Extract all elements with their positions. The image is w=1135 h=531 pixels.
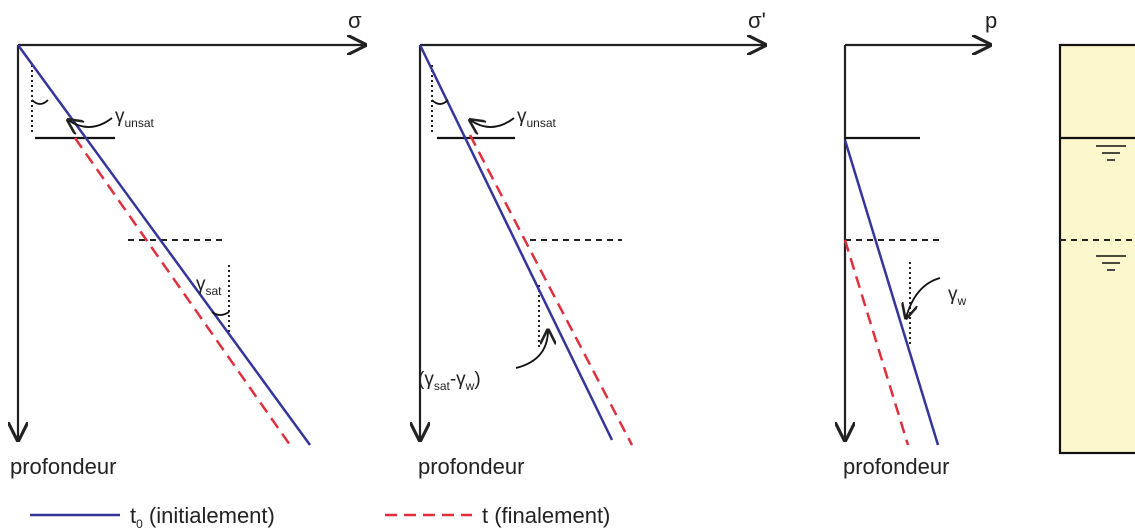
unit-weight-label: γw <box>948 284 967 308</box>
unit-weight-label: γsat <box>196 274 222 298</box>
text-part: ) <box>474 369 480 390</box>
unit-weight-label: γunsat <box>115 106 155 130</box>
depth-label: profondeur <box>418 454 524 479</box>
text-part: (γ <box>418 369 434 390</box>
text-part: γ <box>948 284 958 305</box>
legend-label: t0 (initialement) <box>130 503 275 531</box>
text-part: γ <box>196 274 206 295</box>
text-part: -γ <box>450 369 466 390</box>
panel-total-stress <box>18 45 365 445</box>
unit-weight-label: γunsat <box>517 106 557 130</box>
axis-label: σ <box>348 8 362 33</box>
depth-label: profondeur <box>843 454 949 479</box>
subscript: sat <box>434 379 451 393</box>
text-part: γ <box>115 106 125 127</box>
axis-label: p <box>985 8 997 33</box>
legend-label: t (finalement) <box>482 503 610 528</box>
subscript: unsat <box>125 116 155 130</box>
subscript: sat <box>206 284 223 298</box>
text-part: (initialement) <box>143 503 275 528</box>
subscript: w <box>465 379 475 393</box>
panel-pore-pressure <box>845 45 990 445</box>
axis-label: σ' <box>748 8 766 33</box>
subscript: unsat <box>527 116 557 130</box>
text-part: t (finalement) <box>482 503 610 528</box>
text-part: γ <box>517 106 527 127</box>
unit-weight-label: (γsat-γw) <box>418 369 481 393</box>
depth-label: profondeur <box>10 454 116 479</box>
subscript: w <box>957 294 967 308</box>
diagram: σprofondeurγunsatγsatσ'profondeurγunsat(… <box>0 0 1135 531</box>
soil-column <box>1060 45 1135 453</box>
